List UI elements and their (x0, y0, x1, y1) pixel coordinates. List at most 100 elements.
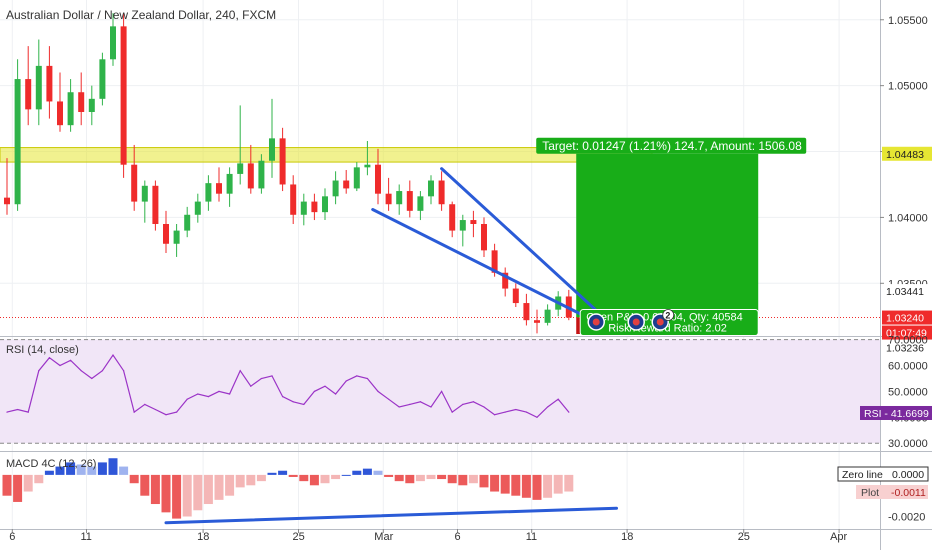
rsi-point (568, 411, 570, 413)
time-tick-label: 18 (197, 531, 209, 543)
candle[interactable] (163, 210, 169, 253)
macd-bar (331, 474, 341, 480)
candle[interactable] (449, 201, 456, 238)
candle[interactable] (247, 144, 254, 194)
candle[interactable] (375, 148, 381, 205)
candle[interactable] (343, 169, 350, 194)
candle[interactable] (311, 193, 318, 221)
rsi-point (303, 403, 305, 405)
rsi-point (536, 416, 538, 418)
candle[interactable] (322, 188, 328, 221)
candle[interactable] (205, 175, 212, 211)
macd-bar (543, 474, 553, 498)
candle-body (216, 183, 222, 194)
candle[interactable] (46, 46, 53, 119)
rsi-pane[interactable] (0, 339, 880, 444)
candle[interactable] (173, 224, 180, 257)
candle[interactable] (565, 289, 572, 321)
macd-bar (521, 474, 531, 498)
target-zone[interactable] (576, 153, 759, 318)
macd-bar (97, 462, 107, 475)
low-price-tag-box (882, 340, 932, 355)
candle[interactable] (14, 59, 21, 211)
candle[interactable] (4, 158, 10, 215)
candle[interactable] (25, 46, 32, 126)
candle-body (78, 92, 85, 112)
rsi-point (218, 390, 220, 393)
candle[interactable] (481, 217, 487, 257)
rsi-point (557, 398, 559, 400)
candle[interactable] (353, 162, 360, 192)
price-tick-label: 1.04000 (888, 212, 928, 224)
candle-body (205, 183, 212, 202)
candle[interactable] (99, 52, 106, 106)
candle[interactable] (406, 180, 413, 218)
candle[interactable] (459, 214, 466, 247)
candle[interactable] (184, 206, 191, 238)
candle[interactable] (67, 79, 74, 132)
candle[interactable] (385, 177, 392, 211)
macd-bar (214, 474, 224, 500)
rsi-point (430, 406, 432, 408)
rsi-point (38, 370, 40, 372)
flag-star-icon (656, 318, 664, 326)
candle[interactable] (57, 72, 63, 132)
candle[interactable] (194, 193, 201, 223)
candle[interactable] (534, 309, 540, 334)
candle[interactable] (152, 180, 159, 231)
candle[interactable] (110, 13, 116, 66)
candle[interactable] (544, 304, 551, 326)
macd-bar (362, 468, 372, 475)
candle-body (4, 197, 10, 205)
macd-bar (161, 474, 171, 513)
macd-bar (172, 474, 182, 519)
candle[interactable] (523, 293, 530, 326)
time-axis[interactable]: 6 11 18 25 Mar 6 11 18 25 Apr (9, 529, 848, 543)
candle[interactable] (512, 283, 519, 308)
wedge-trendline[interactable] (371, 208, 608, 329)
macd-trendline[interactable] (164, 506, 618, 525)
macd-bar (87, 466, 97, 475)
wedge-trendline[interactable] (440, 167, 597, 312)
candle[interactable] (417, 191, 424, 221)
rsi-point (239, 370, 241, 372)
candle[interactable] (88, 85, 95, 126)
candle[interactable] (141, 180, 148, 223)
candle[interactable] (290, 175, 297, 224)
time-tick-label: Apr (830, 531, 847, 543)
price-axis[interactable]: 1.055001.050001.045001.040001.035001.044… (837, 15, 932, 524)
candle[interactable] (258, 154, 265, 194)
zone-price-tag: 1.04483 (886, 149, 924, 161)
price-pane[interactable]: Target: 0.01247 (1.21%) 124.7, Amount: 1… (0, 13, 880, 337)
candle[interactable] (216, 167, 222, 202)
candle[interactable] (438, 171, 445, 211)
rsi-line[interactable] (6, 354, 570, 419)
candle-body (364, 164, 371, 168)
candle[interactable] (120, 13, 127, 178)
time-tick-label: 25 (293, 531, 305, 543)
candle[interactable] (226, 167, 233, 207)
candle[interactable] (428, 175, 434, 205)
candle[interactable] (279, 127, 286, 192)
candle-body (428, 180, 434, 197)
rsi-point (377, 390, 379, 393)
candle[interactable] (35, 39, 42, 126)
candle[interactable] (364, 140, 371, 176)
candle[interactable] (470, 210, 477, 238)
rsi-band (0, 339, 880, 444)
candle[interactable] (269, 98, 275, 178)
candle[interactable] (300, 193, 307, 226)
macd-bar (13, 474, 23, 502)
candle[interactable] (396, 184, 403, 215)
candle[interactable] (237, 105, 244, 185)
macd-pane[interactable] (2, 458, 618, 525)
candle[interactable] (332, 171, 339, 205)
candle[interactable] (78, 72, 85, 126)
candle[interactable] (131, 144, 138, 211)
candle[interactable] (502, 267, 509, 297)
rsi-point (504, 411, 506, 413)
zone-price-tag-box (882, 146, 932, 161)
macd-bar (384, 474, 394, 477)
candle-body (438, 180, 445, 205)
